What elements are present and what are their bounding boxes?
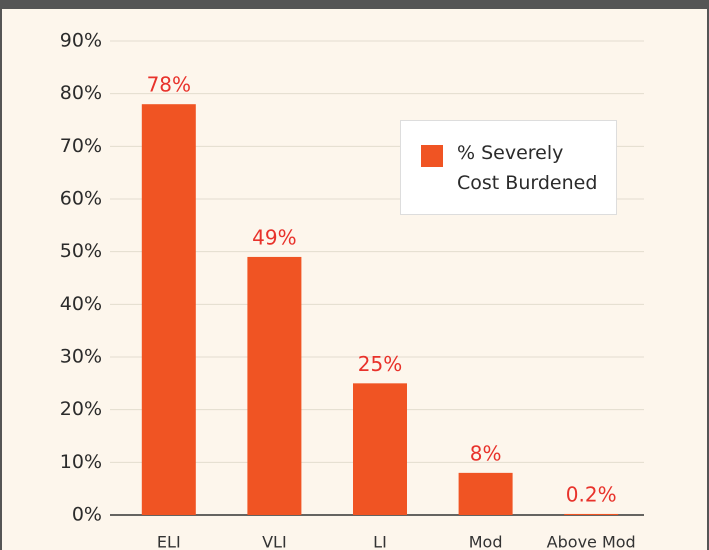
y-tick-label: 50% <box>60 240 102 262</box>
legend-swatch <box>421 144 443 167</box>
value-label: 25% <box>358 352 402 376</box>
bar <box>141 104 196 515</box>
x-tick-label: Above Mod <box>547 533 636 550</box>
x-tick-label: VLI <box>262 533 287 550</box>
y-tick-label: 30% <box>60 346 102 368</box>
right-border <box>707 0 709 550</box>
value-label: 49% <box>252 225 296 249</box>
legend: % Severely Cost Burdened <box>400 120 617 215</box>
bar <box>247 256 302 515</box>
x-tick-label: ELI <box>157 533 181 550</box>
y-tick-label: 40% <box>60 293 102 315</box>
bar <box>564 513 619 515</box>
y-tick-label: 90% <box>60 30 102 52</box>
y-tick-label: 70% <box>60 135 102 157</box>
bar <box>458 472 513 515</box>
y-tick-label: 10% <box>60 451 102 473</box>
left-border <box>0 0 2 550</box>
value-label: 0.2% <box>566 482 617 506</box>
y-tick-label: 20% <box>60 398 102 420</box>
value-label: 8% <box>470 441 502 465</box>
top-border <box>0 0 709 9</box>
y-tick-label: 0% <box>72 504 102 526</box>
x-tick-label: LI <box>373 533 387 550</box>
y-tick-label: 60% <box>60 188 102 210</box>
legend-label: % Severely Cost Burdened <box>457 141 598 194</box>
x-tick-label: Mod <box>469 533 503 550</box>
value-label: 78% <box>147 73 191 97</box>
bar <box>353 383 407 515</box>
y-tick-label: 80% <box>60 82 102 104</box>
